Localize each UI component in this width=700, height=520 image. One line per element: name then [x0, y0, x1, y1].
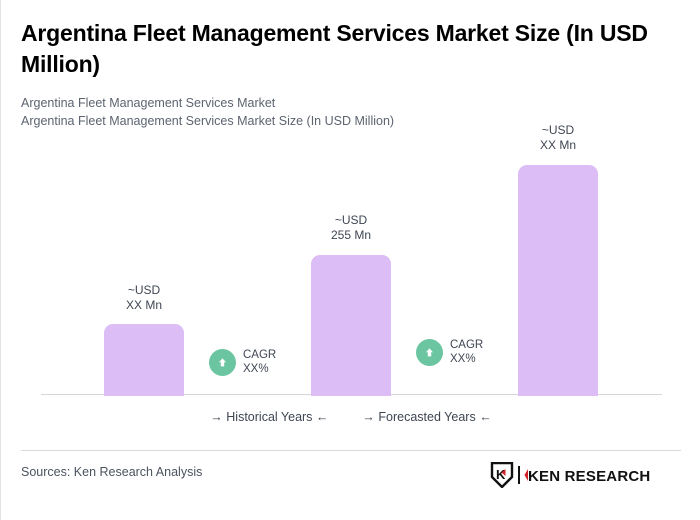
svg-text:K: K: [496, 467, 506, 482]
cagr-text-block: CAGR XX%: [450, 338, 483, 366]
arrow-right-icon: →: [210, 410, 223, 424]
bar-value-label-historical: ~USD XX Mn: [89, 283, 199, 312]
bar-value-currency: ~USD: [127, 283, 161, 297]
page-title: Argentina Fleet Management Services Mark…: [21, 20, 648, 77]
bar-value-label-mid-year: ~USD 255 Mn: [296, 213, 406, 242]
arrow-right-icon: →: [362, 410, 375, 424]
axis-period-labels: → Historical Years ← → Forecasted Years …: [1, 410, 700, 424]
arrow-up-icon: [416, 338, 443, 366]
bar-value-label-forecast: ~USD XX Mn: [503, 123, 613, 152]
arrow-up-icon: [209, 348, 236, 376]
shield-logo-icon: K: [490, 462, 514, 488]
cagr-annotation-forecast: CAGR XX%: [416, 338, 483, 366]
cagr-value: XX%: [450, 353, 476, 365]
cagr-annotation-historical: CAGR XX%: [209, 348, 276, 376]
logo-wordmark: KEN RESEARCH: [518, 466, 650, 485]
bar-value-amount: XX Mn: [125, 297, 162, 312]
bar-value-amount: 255 Mn: [330, 227, 372, 242]
period-label-text: Forecasted Years: [378, 410, 476, 424]
bar-chart-plot-area: ~USD XX Mn ~USD 255 Mn ~USD XX Mn CAGR X…: [1, 0, 700, 440]
sources-text: Sources: Ken Research Analysis: [21, 465, 203, 479]
arrow-left-icon: ←: [315, 410, 329, 424]
bar-mid-year: [311, 255, 391, 396]
bar-forecast: [518, 165, 598, 396]
period-label-text: Historical Years: [226, 410, 313, 424]
svg-text:KEN RESEARCH: KEN RESEARCH: [528, 468, 650, 485]
period-label-historical: → Historical Years ←: [210, 410, 328, 424]
chart-subtitle-block: Argentina Fleet Management Services Mark…: [21, 94, 681, 130]
bar-value-amount: XX Mn: [539, 137, 576, 152]
cagr-title: CAGR: [243, 349, 277, 361]
ken-research-logo: K KEN RESEARCH: [490, 462, 676, 488]
cagr-title: CAGR: [450, 339, 484, 351]
cagr-text-block: CAGR XX%: [243, 348, 276, 376]
arrow-left-icon: ←: [479, 410, 492, 424]
bar-historical: [104, 324, 184, 396]
period-label-forecast: → Forecasted Years ←: [362, 410, 491, 424]
chart-subtitle-line-2: Argentina Fleet Management Services Mark…: [21, 114, 395, 128]
footer-divider: [21, 450, 681, 451]
chart-header: Argentina Fleet Management Services Mark…: [21, 18, 681, 130]
cagr-value: XX%: [243, 363, 269, 375]
bar-value-currency: ~USD: [541, 123, 575, 137]
bar-value-currency: ~USD: [334, 213, 368, 227]
chart-subtitle-line-1: Argentina Fleet Management Services Mark…: [21, 96, 276, 110]
